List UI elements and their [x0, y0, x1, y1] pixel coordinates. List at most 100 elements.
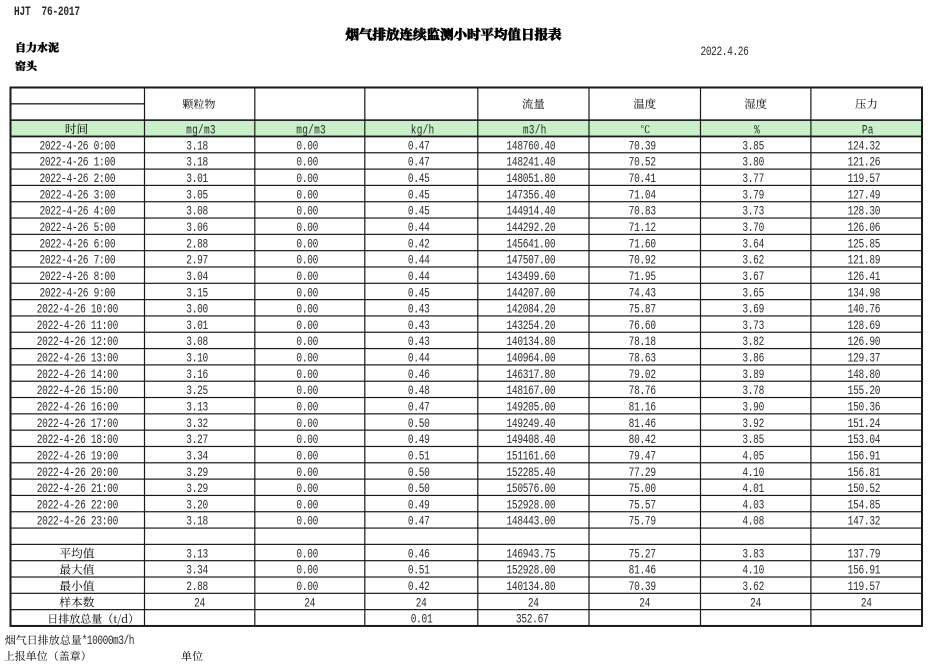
svg-text:2022-4-26 3:00: 2022-4-26 3:00 [39, 189, 115, 203]
svg-text:0.45: 0.45 [408, 287, 430, 301]
svg-text:HJT 76-2017: HJT 76-2017 [14, 6, 80, 20]
svg-text:2022-4-26 17:00: 2022-4-26 17:00 [37, 418, 118, 432]
svg-text:0.43: 0.43 [408, 320, 430, 334]
svg-text:0.42: 0.42 [408, 581, 430, 595]
svg-text:81.16: 81.16 [629, 401, 656, 415]
svg-text:0.42: 0.42 [408, 238, 430, 252]
svg-text:125.85: 125.85 [848, 238, 881, 252]
svg-text:70.41: 70.41 [629, 173, 657, 187]
svg-text:3.92: 3.92 [742, 418, 764, 432]
svg-text:3.77: 3.77 [742, 173, 764, 187]
svg-text:78.76: 78.76 [629, 385, 656, 399]
svg-text:0.00: 0.00 [296, 206, 318, 220]
svg-text:3.29: 3.29 [186, 467, 208, 481]
svg-text:0.00: 0.00 [296, 222, 318, 236]
svg-text:147.32: 147.32 [848, 516, 881, 530]
svg-text:149249.40: 149249.40 [506, 418, 555, 432]
svg-text:0.47: 0.47 [408, 157, 430, 171]
svg-text:142084.20: 142084.20 [506, 304, 555, 318]
svg-text:2022-4-26 20:00: 2022-4-26 20:00 [37, 467, 118, 481]
svg-text:2022-4-26 16:00: 2022-4-26 16:00 [37, 401, 118, 415]
svg-text:4.08: 4.08 [742, 516, 764, 530]
svg-text:4.03: 4.03 [742, 499, 764, 513]
svg-text:75.79: 75.79 [629, 516, 656, 530]
svg-text:0.00: 0.00 [296, 565, 318, 579]
svg-text:2.88: 2.88 [186, 238, 208, 252]
svg-text:128.30: 128.30 [848, 206, 881, 220]
svg-text:2022-4-26 14:00: 2022-4-26 14:00 [37, 369, 118, 383]
svg-text:145641.00: 145641.00 [506, 238, 555, 252]
svg-text:3.85: 3.85 [742, 434, 764, 448]
svg-text:2022-4-26 15:00: 2022-4-26 15:00 [37, 385, 118, 399]
svg-text:75.00: 75.00 [629, 483, 656, 497]
svg-text:148241.40: 148241.40 [506, 157, 555, 171]
svg-text:3.83: 3.83 [742, 548, 764, 562]
svg-text:0.00: 0.00 [296, 304, 318, 318]
svg-text:0.00: 0.00 [296, 516, 318, 530]
svg-text:0.00: 0.00 [296, 548, 318, 562]
svg-text:2022-4-26 23:00: 2022-4-26 23:00 [37, 516, 118, 530]
svg-text:156.91: 156.91 [848, 450, 881, 464]
svg-text:mg/m3: mg/m3 [296, 124, 326, 138]
svg-text:0.50: 0.50 [408, 483, 430, 497]
svg-text:2022-4-26 8:00: 2022-4-26 8:00 [39, 271, 115, 285]
svg-text:78.18: 78.18 [629, 336, 656, 350]
svg-text:kg/h: kg/h [411, 124, 435, 138]
svg-text:134.98: 134.98 [848, 287, 881, 301]
svg-text:3.64: 3.64 [742, 238, 764, 252]
svg-text:155.20: 155.20 [848, 385, 881, 399]
svg-text:24: 24 [861, 597, 872, 611]
svg-text:3.78: 3.78 [742, 385, 764, 399]
svg-text:0.45: 0.45 [408, 189, 430, 203]
svg-text:0.00: 0.00 [296, 418, 318, 432]
svg-text:0.46: 0.46 [408, 548, 430, 562]
svg-text:148167.00: 148167.00 [506, 385, 555, 399]
svg-text:2022-4-26 2:00: 2022-4-26 2:00 [39, 173, 115, 187]
svg-text:80.42: 80.42 [629, 434, 656, 448]
svg-text:0.00: 0.00 [296, 450, 318, 464]
svg-text:79.02: 79.02 [629, 369, 656, 383]
svg-text:76.60: 76.60 [629, 320, 656, 334]
svg-text:129.37: 129.37 [848, 353, 881, 367]
svg-text:79.47: 79.47 [629, 450, 656, 464]
svg-text:124.32: 124.32 [848, 140, 881, 154]
svg-text:2.88: 2.88 [186, 581, 208, 595]
svg-text:70.92: 70.92 [629, 255, 656, 269]
svg-text:148051.80: 148051.80 [506, 173, 555, 187]
svg-text:24: 24 [304, 597, 315, 611]
svg-text:3.15: 3.15 [186, 287, 208, 301]
svg-text:140134.80: 140134.80 [506, 581, 555, 595]
svg-text:3.01: 3.01 [186, 173, 208, 187]
svg-text:0.44: 0.44 [408, 222, 430, 236]
svg-text:3.05: 3.05 [186, 189, 208, 203]
svg-text:0.00: 0.00 [296, 369, 318, 383]
svg-text:352.67: 352.67 [516, 614, 549, 628]
svg-text:2022-4-26 12:00: 2022-4-26 12:00 [37, 336, 118, 350]
svg-text:24: 24 [639, 597, 650, 611]
svg-text:3.08: 3.08 [186, 336, 208, 350]
svg-text:3.62: 3.62 [742, 581, 764, 595]
svg-text:150.52: 150.52 [848, 483, 881, 497]
svg-text:154.85: 154.85 [848, 499, 881, 513]
svg-text:140964.00: 140964.00 [506, 353, 555, 367]
svg-text:74.43: 74.43 [629, 287, 656, 301]
svg-text:70.39: 70.39 [629, 581, 656, 595]
svg-text:0.00: 0.00 [296, 336, 318, 350]
svg-text:81.46: 81.46 [629, 565, 656, 579]
svg-text:3.25: 3.25 [186, 385, 208, 399]
svg-text:148.80: 148.80 [848, 369, 881, 383]
svg-text:3.32: 3.32 [186, 418, 208, 432]
svg-text:0.43: 0.43 [408, 336, 430, 350]
svg-text:0.51: 0.51 [408, 450, 430, 464]
svg-text:144207.00: 144207.00 [506, 287, 555, 301]
svg-text:140.76: 140.76 [848, 304, 881, 318]
svg-text:121.89: 121.89 [848, 255, 881, 269]
svg-text:147507.00: 147507.00 [506, 255, 555, 269]
svg-text:3.73: 3.73 [742, 206, 764, 220]
svg-text:4.10: 4.10 [742, 565, 764, 579]
svg-text:3.34: 3.34 [186, 450, 208, 464]
svg-text:148760.40: 148760.40 [506, 140, 555, 154]
svg-text:2022-4-26 4:00: 2022-4-26 4:00 [39, 206, 115, 220]
svg-text:3.18: 3.18 [186, 157, 208, 171]
svg-text:0.00: 0.00 [296, 483, 318, 497]
